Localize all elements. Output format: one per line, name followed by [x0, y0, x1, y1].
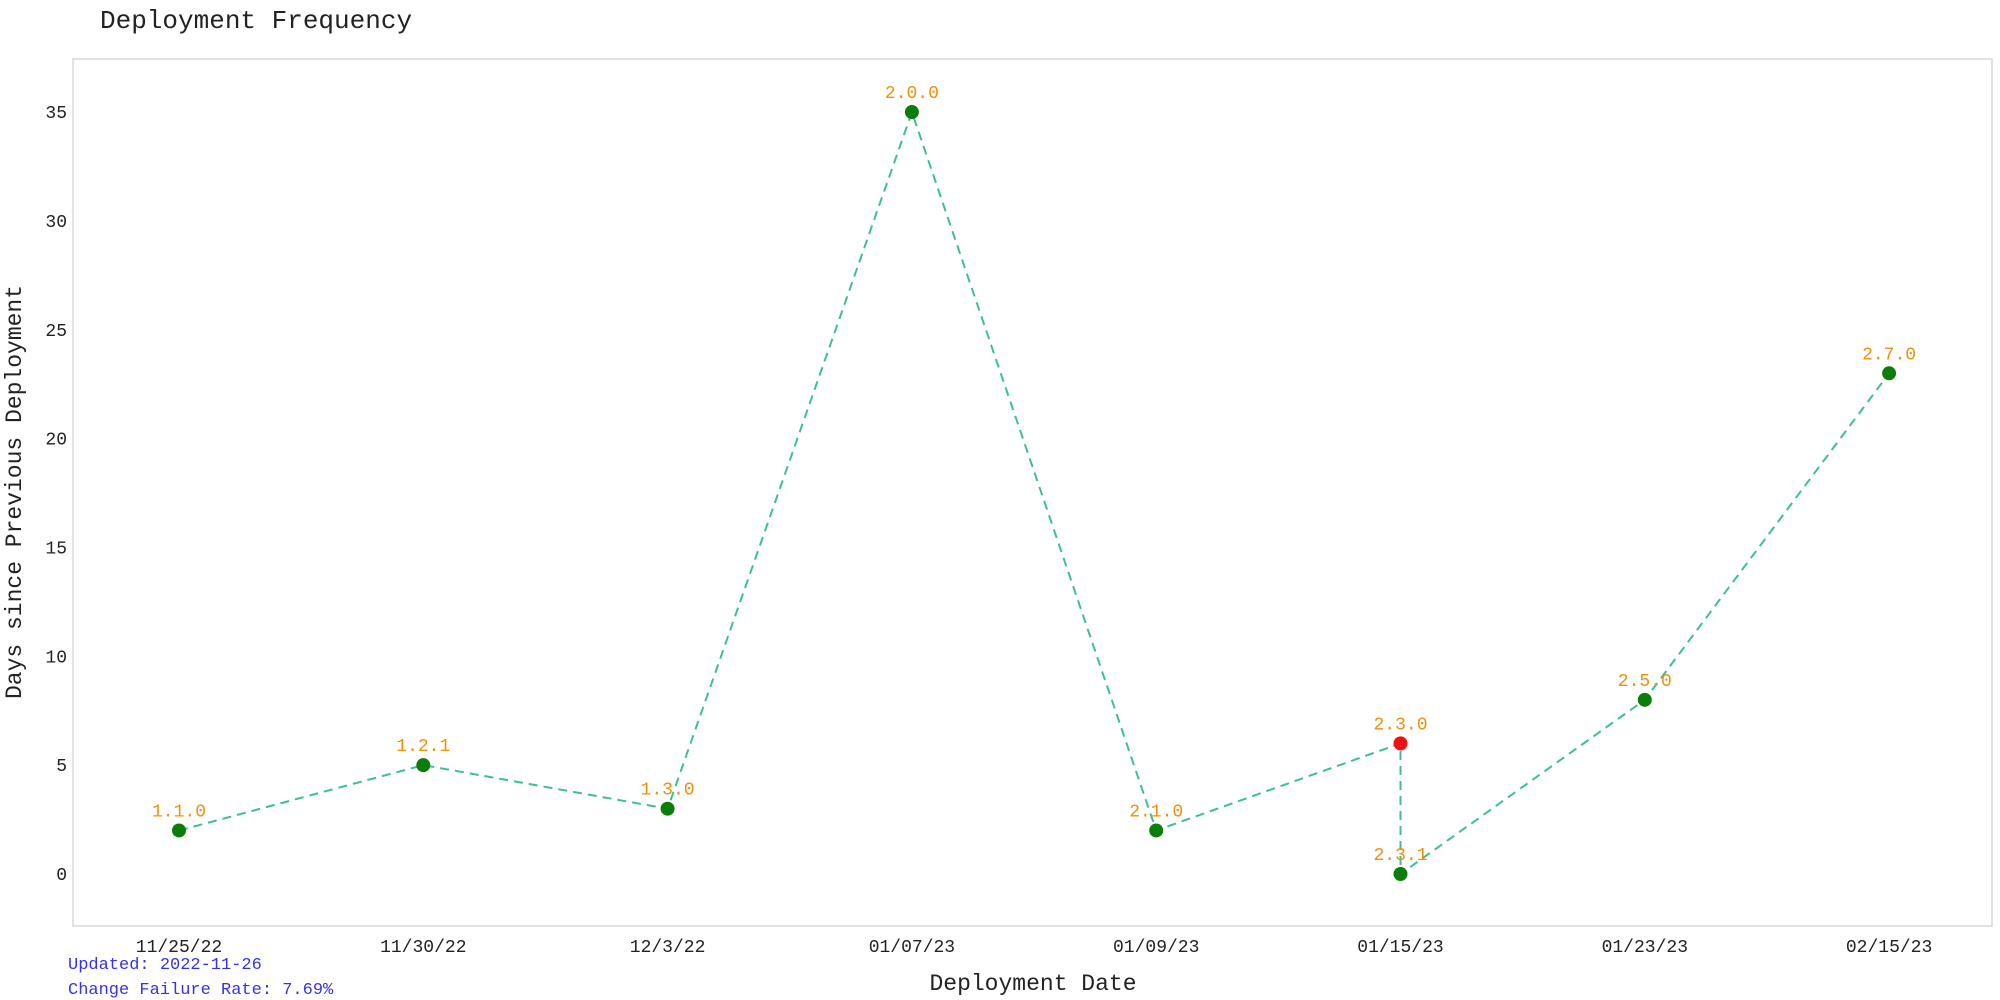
success-point: [416, 758, 431, 773]
y-tick-label: 30: [45, 213, 67, 233]
y-tick-label: 0: [56, 866, 67, 886]
data-label: 2.1.0: [1129, 802, 1183, 822]
data-points-group: [172, 105, 1897, 881]
x-tick-label: 01/07/23: [869, 938, 955, 958]
x-axis-label: Deployment Date: [929, 971, 1136, 997]
y-tick-label: 5: [56, 757, 67, 777]
chart-title: Deployment Frequency: [100, 6, 413, 36]
updated-note: Updated: 2022-11-26: [68, 956, 262, 975]
data-label: 2.7.0: [1862, 345, 1916, 365]
data-labels-group: 1.1.0 1.2.1 1.3.0 2.0.0 2.1.0 2.3.0 2.3.1 2.5.0…: [152, 84, 1916, 866]
x-tick-label: 11/30/22: [380, 938, 466, 958]
y-tick-label: 20: [45, 431, 67, 451]
data-label: 2.0.0: [885, 84, 939, 104]
success-point: [904, 105, 919, 120]
x-tick-label: 01/15/23: [1357, 938, 1443, 958]
success-point: [172, 823, 186, 838]
success-point: [660, 801, 675, 816]
failure-point: [1393, 736, 1408, 751]
data-label: 1.2.1: [396, 737, 450, 757]
series-line: [178, 109, 1890, 876]
data-label: 1.3.0: [641, 781, 695, 801]
success-point: [1637, 692, 1652, 707]
success-point: [1882, 366, 1897, 381]
y-tick-label: 10: [45, 648, 67, 668]
x-tick-labels-group: 11/25/22 11/30/22 12/3/22 01/07/23 01/09/23 0…: [136, 938, 1933, 958]
series-line-group: [178, 109, 1890, 876]
data-label: 2.3.1: [1373, 846, 1427, 866]
data-label: 2.5.0: [1618, 672, 1672, 692]
success-point: [1393, 867, 1408, 881]
x-tick-label: 02/15/23: [1846, 938, 1932, 958]
y-tick-labels-group: 0 5 10 15 20 25 30 35: [45, 104, 67, 886]
x-tick-label: 11/25/22: [136, 938, 222, 958]
y-tick-label: 15: [45, 539, 67, 559]
data-label: 1.1.0: [152, 802, 206, 822]
x-tick-label: 01/09/23: [1113, 938, 1199, 958]
y-tick-label: 35: [45, 104, 67, 124]
plot-frame: [72, 58, 1993, 927]
x-tick-label: 01/23/23: [1602, 938, 1688, 958]
y-axis-label: Days since Previous Deployment: [2, 285, 28, 699]
change-failure-rate-note: Change Failure Rate: 7.69%: [68, 981, 334, 1000]
success-point: [1149, 823, 1164, 838]
data-label: 2.3.0: [1373, 715, 1427, 735]
y-tick-label: 25: [45, 322, 67, 342]
x-tick-label: 12/3/22: [630, 938, 706, 958]
